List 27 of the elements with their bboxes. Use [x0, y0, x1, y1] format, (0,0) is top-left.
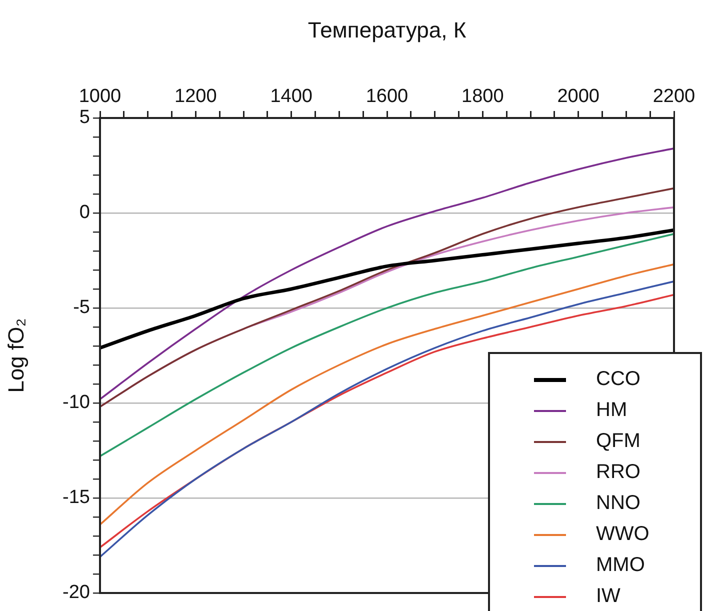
legend-label: HM — [596, 399, 628, 422]
legend-label: CCO — [596, 368, 640, 391]
y-tick-label: -10 — [62, 392, 90, 414]
y-tick-label: 5 — [79, 107, 90, 128]
y-tick-label: -5 — [73, 297, 90, 318]
line-series — [100, 228, 674, 350]
y-tick-label: 0 — [79, 202, 90, 224]
x-axis-title: Температура, К — [308, 17, 466, 42]
legend-label: WWO — [596, 523, 650, 546]
line-series — [100, 148, 674, 400]
legend-label: NNO — [596, 492, 640, 515]
y-tick-label: -15 — [62, 487, 90, 508]
x-tick-label: 2200 — [652, 86, 696, 107]
x-tick-label: 1400 — [270, 86, 312, 107]
legend-label: IW — [596, 585, 620, 608]
line-series — [100, 263, 674, 526]
legend-label: RRO — [596, 461, 640, 484]
legend-label: MMO — [596, 554, 645, 577]
y-tick-label: -20 — [62, 582, 90, 604]
y-axis-title: Log fO₂ — [3, 318, 28, 393]
x-tick-label: 1800 — [462, 86, 504, 107]
x-tick-label: 2000 — [557, 86, 600, 107]
x-tick-label: 1000 — [78, 86, 122, 107]
x-tick-label: 1200 — [174, 86, 217, 107]
x-tick-label: 1600 — [366, 86, 408, 107]
legend-label: QFM — [596, 430, 640, 453]
line-series — [100, 233, 674, 458]
